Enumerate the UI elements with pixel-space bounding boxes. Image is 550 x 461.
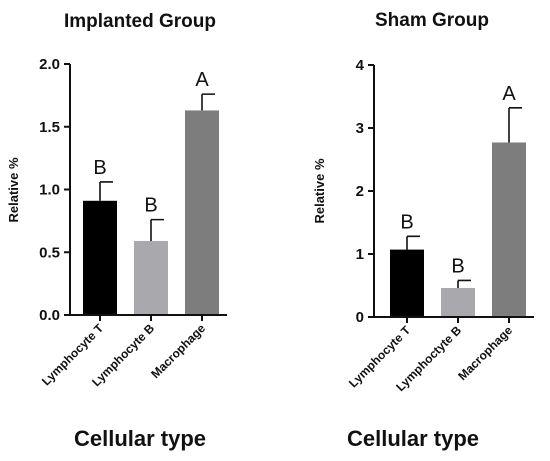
y-tick-label: 3	[356, 120, 364, 137]
bar	[83, 200, 117, 315]
error-bar	[508, 107, 522, 143]
y-tick-label: 2	[356, 183, 364, 200]
y-tick-label: 1.5	[39, 119, 60, 136]
chart-title: Implanted Group	[64, 11, 216, 32]
bar	[390, 249, 424, 317]
y-tick-label: 0	[356, 309, 364, 326]
significance-label: A	[195, 69, 209, 91]
y-tick-label: 0.0	[39, 307, 60, 324]
y-tick-label: 1	[356, 246, 364, 263]
x-axis-title: Cellular type	[74, 426, 206, 451]
y-tick-label: 2.0	[39, 56, 60, 73]
chart-title: Sham Group	[375, 10, 489, 31]
error-bar	[457, 279, 471, 289]
significance-label: B	[144, 195, 157, 217]
y-tick-label: 4	[356, 57, 365, 74]
error-bar	[150, 218, 164, 241]
significance-label: B	[93, 157, 106, 179]
bar	[134, 240, 168, 315]
x-axis-title: Cellular type	[347, 426, 479, 451]
bar	[492, 142, 526, 317]
error-bar	[406, 235, 420, 250]
category-label: Macrophage	[148, 321, 208, 381]
bar	[441, 288, 475, 317]
error-bar	[201, 93, 215, 111]
error-bar	[99, 181, 113, 201]
category-label: Macrophage	[455, 323, 515, 383]
significance-label: B	[400, 211, 413, 233]
y-axis-label: Relative %	[312, 158, 327, 223]
y-axis-label: Relative %	[6, 157, 21, 222]
bar	[185, 110, 219, 315]
y-tick-label: 0.5	[39, 244, 60, 261]
significance-label: B	[451, 255, 464, 277]
y-tick-label: 1.0	[39, 182, 60, 199]
significance-label: A	[502, 83, 516, 105]
